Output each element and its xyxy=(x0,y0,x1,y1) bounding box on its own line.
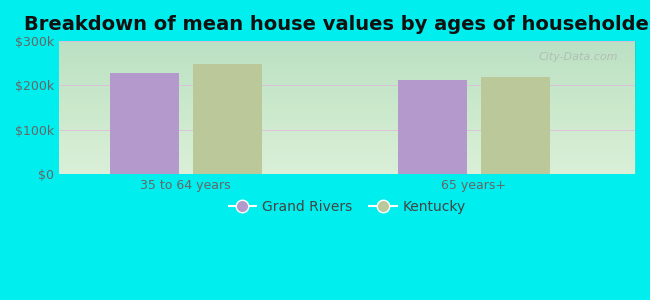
Bar xyxy=(398,80,467,174)
Bar xyxy=(192,64,262,174)
Title: Breakdown of mean house values by ages of householders: Breakdown of mean house values by ages o… xyxy=(24,15,650,34)
Legend: Grand Rivers, Kentucky: Grand Rivers, Kentucky xyxy=(224,195,469,218)
Text: City-Data.com: City-Data.com xyxy=(538,52,617,62)
Bar xyxy=(110,73,179,174)
Bar xyxy=(480,76,550,174)
